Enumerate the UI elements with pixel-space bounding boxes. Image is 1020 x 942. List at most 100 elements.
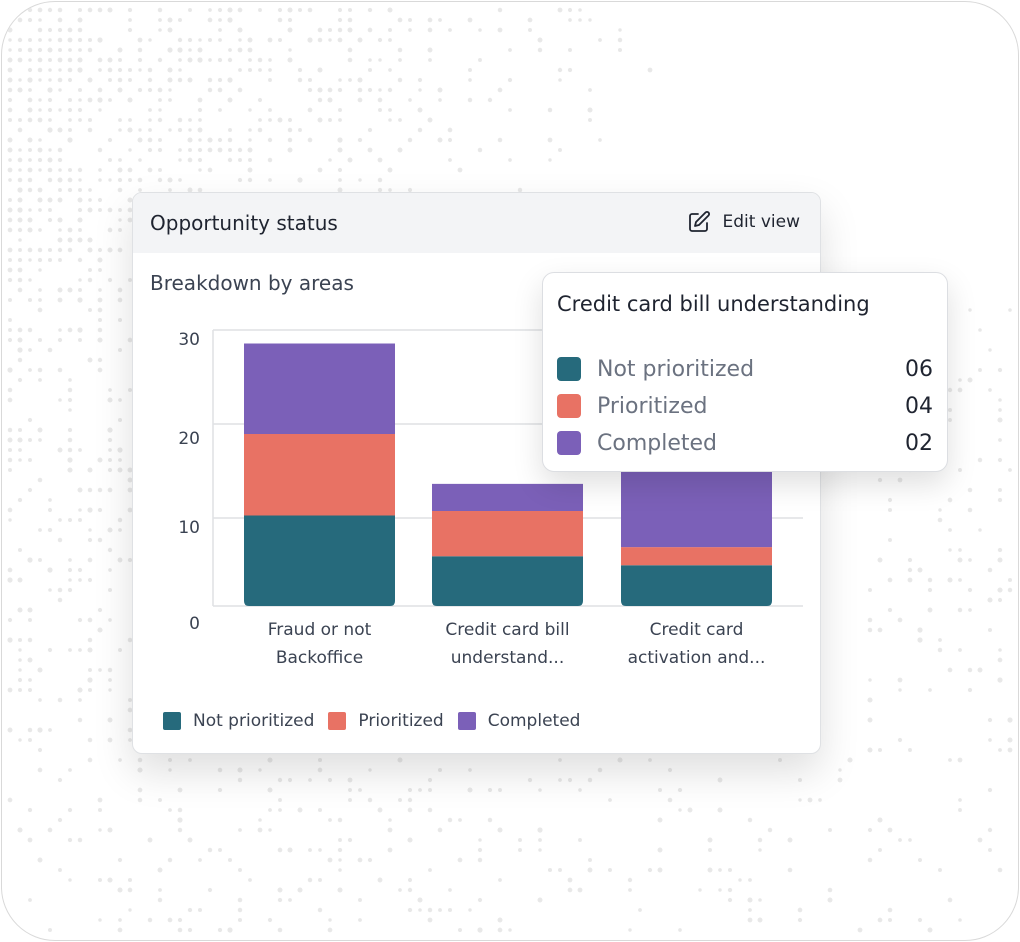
background-dot <box>427 807 433 813</box>
bar-segment-prioritized[interactable] <box>621 547 772 566</box>
background-dot <box>258 818 262 822</box>
background-dot <box>537 827 543 833</box>
background-dot <box>188 758 192 762</box>
background-dot <box>357 87 363 93</box>
background-dot <box>558 758 562 762</box>
background-dot <box>337 17 343 23</box>
bar-segment-completed[interactable] <box>432 483 583 511</box>
background-dot <box>258 68 262 72</box>
legend-item-completed[interactable]: Completed <box>457 711 580 731</box>
x-tick-label: Credit card bill <box>445 620 569 640</box>
edit-view-button[interactable]: Edit view <box>687 210 800 234</box>
background-dot <box>358 788 362 792</box>
background-dot <box>17 327 23 333</box>
background-dot <box>117 77 123 83</box>
background-dot <box>28 458 32 462</box>
background-dot <box>47 527 53 533</box>
background-dot <box>57 177 63 183</box>
background-dot <box>787 837 793 843</box>
bar-segment-not-prioritized[interactable] <box>621 565 772 606</box>
bar-segment-completed[interactable] <box>244 343 395 435</box>
background-dot <box>177 927 183 933</box>
background-dot <box>128 738 132 742</box>
background-dot <box>18 668 22 672</box>
background-dot <box>397 147 403 153</box>
bar-segment-completed[interactable] <box>621 465 772 548</box>
background-dot <box>347 27 353 33</box>
background-dot <box>188 128 192 132</box>
tooltip-swatch-prioritized <box>557 394 581 418</box>
background-dot <box>97 147 103 153</box>
background-dot <box>88 198 92 202</box>
background-dot <box>47 927 53 933</box>
background-dot <box>158 98 162 102</box>
background-dot <box>438 908 442 912</box>
background-dot <box>77 327 83 333</box>
background-dot <box>27 637 33 643</box>
background-dot <box>208 8 212 12</box>
background-dot <box>257 97 263 103</box>
bar-segment-not-prioritized[interactable] <box>432 556 583 606</box>
background-dot <box>117 417 123 423</box>
background-dot <box>147 167 153 173</box>
bar-segment-not-prioritized[interactable] <box>244 515 395 607</box>
background-dot <box>17 267 23 273</box>
bar-segment-prioritized[interactable] <box>244 434 395 516</box>
x-tick-label: Fraud or not <box>268 620 372 640</box>
background-dot <box>937 647 943 653</box>
background-dot <box>27 117 33 123</box>
background-dot <box>77 17 83 23</box>
background-dot <box>128 908 132 912</box>
background-dot <box>897 737 903 743</box>
tooltip-row-completed: Completed 02 <box>557 428 933 458</box>
background-dot <box>167 17 173 23</box>
background-dot <box>137 177 143 183</box>
background-dot <box>127 487 133 493</box>
background-dot <box>118 218 122 222</box>
background-dot <box>107 737 113 743</box>
background-dot <box>347 837 353 843</box>
background-dot <box>97 877 103 883</box>
background-dot <box>458 818 462 822</box>
background-dot <box>168 758 172 762</box>
background-dot <box>127 167 133 173</box>
background-dot <box>107 137 113 143</box>
background-dot <box>217 7 223 13</box>
background-dot <box>698 888 702 892</box>
background-dot <box>48 728 52 732</box>
background-dot <box>387 827 393 833</box>
background-dot <box>98 288 102 292</box>
background-dot <box>8 318 12 322</box>
background-dot <box>237 897 243 903</box>
legend-item-prioritized[interactable]: Prioritized <box>328 711 444 731</box>
background-dot <box>537 37 543 43</box>
background-dot <box>327 97 333 103</box>
bar-segment-prioritized[interactable] <box>432 510 583 557</box>
legend-item-not-prioritized[interactable]: Not prioritized <box>163 711 314 731</box>
background-dot <box>7 217 13 223</box>
background-dot <box>108 448 112 452</box>
background-dot <box>248 158 252 162</box>
background-dot <box>17 637 23 643</box>
background-dot <box>727 897 733 903</box>
background-dot <box>7 387 13 393</box>
background-dot <box>98 828 102 832</box>
background-dot <box>417 127 423 133</box>
background-dot <box>87 77 93 83</box>
background-dot <box>938 868 942 872</box>
background-dot <box>868 588 872 592</box>
background-dot <box>27 107 33 113</box>
background-dot <box>237 917 243 923</box>
background-dot <box>997 547 1003 553</box>
background-dot <box>197 147 203 153</box>
background-dot <box>117 887 123 893</box>
background-dot <box>227 7 233 13</box>
background-dot <box>328 158 332 162</box>
background-dot <box>8 38 12 42</box>
background-dot <box>18 148 22 152</box>
background-dot <box>57 367 63 373</box>
background-dot <box>7 297 13 303</box>
background-dot <box>38 18 42 22</box>
background-dot <box>507 77 513 83</box>
